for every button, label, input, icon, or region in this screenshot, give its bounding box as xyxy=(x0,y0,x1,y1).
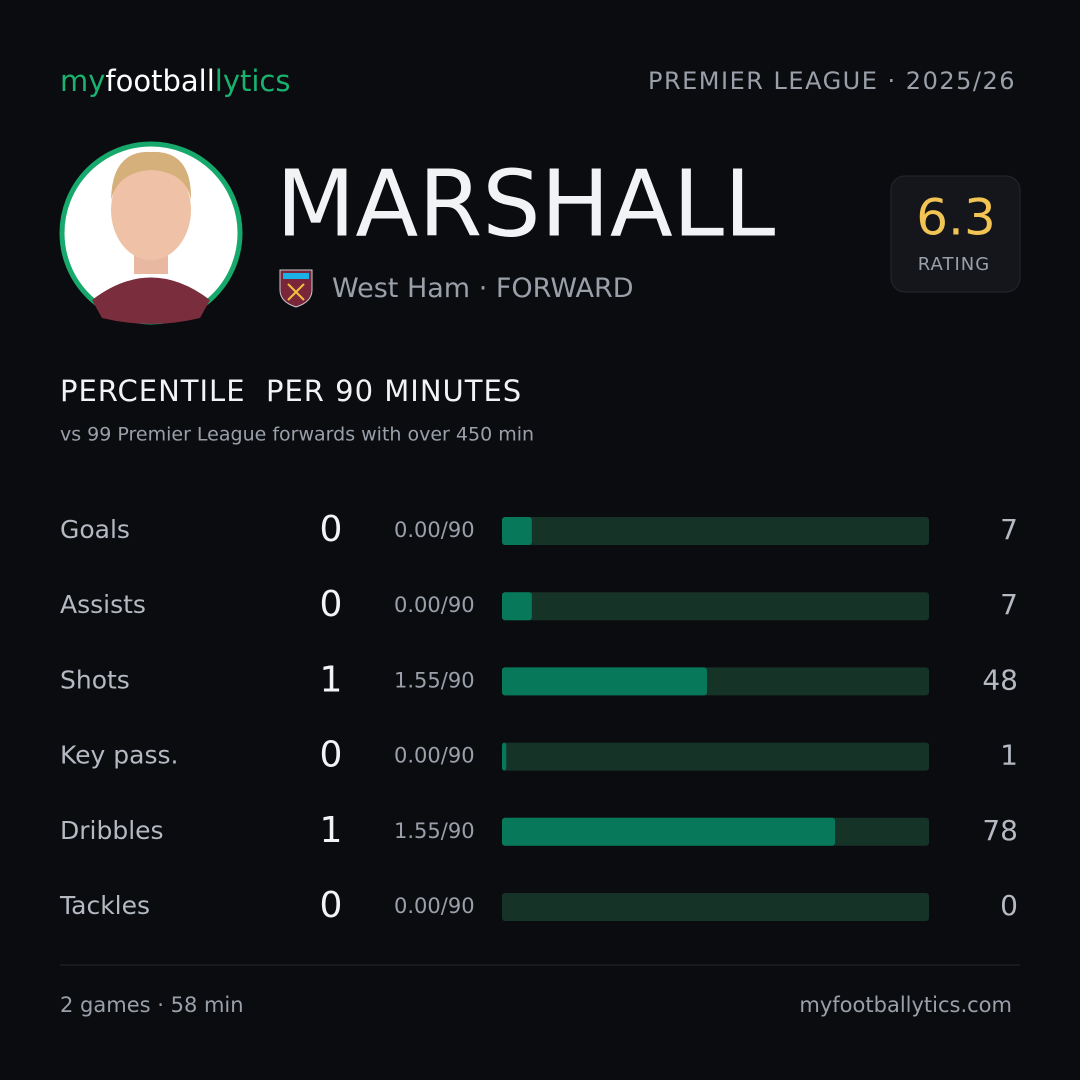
stat-per90: 0.00/90 xyxy=(394,894,475,918)
footer-right: myfootballytics.com xyxy=(799,993,1012,1017)
player-name: MARSHALL xyxy=(276,150,775,257)
stat-per90: 1.55/90 xyxy=(394,819,475,843)
stat-total: 1 xyxy=(320,659,343,700)
section-subtitle: vs 99 Premier League forwards with over … xyxy=(60,424,534,446)
percentile-label: 48 xyxy=(982,663,1018,696)
club-position: West Ham · FORWARD xyxy=(332,273,634,304)
stat-label: Key pass. xyxy=(60,741,178,770)
stat-label: Shots xyxy=(60,665,130,694)
percentile-label: 1 xyxy=(1000,739,1018,772)
stat-per90: 1.55/90 xyxy=(394,668,475,692)
stat-total: 1 xyxy=(320,810,343,851)
bar-track xyxy=(502,742,929,771)
bar-track xyxy=(502,517,929,545)
bar xyxy=(502,817,836,846)
footer-left: 2 games · 58 min xyxy=(60,993,244,1017)
club: West Ham xyxy=(332,273,470,304)
stat-label: Goals xyxy=(60,515,130,544)
stat-rows: Goals 0 0.00/90 7 Assists 0 0.00/90 7 Shots 1 1.55… xyxy=(59,509,1018,926)
league: PREMIER LEAGUE · 2025/26 xyxy=(648,67,1016,95)
percentile-label: 0 xyxy=(1000,889,1018,922)
stat-total: 0 xyxy=(320,509,343,550)
rating-value: 6.3 xyxy=(916,189,996,247)
brand-lytics: lytics xyxy=(215,64,291,98)
stat-per90: 0.00/90 xyxy=(394,744,475,768)
percentile-label: 7 xyxy=(1000,513,1018,546)
stat-per90: 0.00/90 xyxy=(394,593,475,617)
rating-box xyxy=(890,175,1021,293)
position: · FORWARD xyxy=(479,273,634,304)
percentile-label: 78 xyxy=(982,814,1018,847)
rating-label: RATING xyxy=(918,254,990,275)
stat-label: Tackles xyxy=(59,891,150,920)
section-title: PERCENTILE PER 90 MINUTES xyxy=(60,374,522,408)
avatar xyxy=(59,141,243,325)
percentile-label: 7 xyxy=(1000,588,1018,621)
club-badge xyxy=(279,269,313,308)
bar xyxy=(502,742,507,771)
bar xyxy=(502,592,532,621)
stat-total: 0 xyxy=(320,885,343,926)
bar xyxy=(502,517,532,545)
stat-total: 0 xyxy=(320,584,343,625)
bar-track xyxy=(502,592,929,621)
brand: myfootballlytics xyxy=(60,64,290,98)
stat-label: Assists xyxy=(60,590,146,619)
brand-football: football xyxy=(105,64,214,98)
stat-total: 0 xyxy=(320,735,343,776)
bar xyxy=(502,667,707,696)
bar-track xyxy=(502,893,929,921)
stat-per90: 0.00/90 xyxy=(394,518,475,542)
stat-label: Dribbles xyxy=(60,816,164,845)
brand-my: my xyxy=(60,64,105,98)
